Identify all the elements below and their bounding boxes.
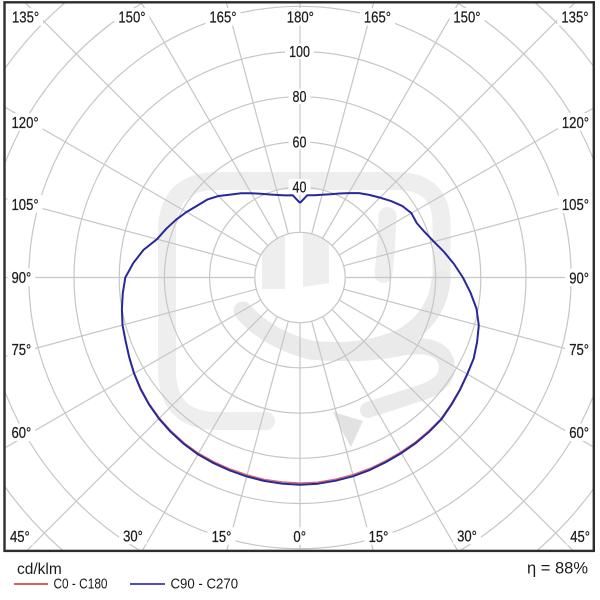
svg-text:150°: 150° — [453, 10, 480, 27]
svg-text:165°: 165° — [364, 10, 391, 27]
svg-text:C0 - C180: C0 - C180 — [54, 577, 108, 593]
svg-text:15°: 15° — [212, 529, 232, 546]
svg-text:75°: 75° — [12, 342, 32, 359]
svg-text:150°: 150° — [118, 10, 145, 27]
svg-text:cd/klm: cd/klm — [17, 561, 62, 578]
svg-text:165°: 165° — [209, 10, 236, 27]
svg-text:60°: 60° — [12, 425, 32, 442]
svg-text:45°: 45° — [570, 529, 590, 546]
svg-text:75°: 75° — [569, 342, 589, 359]
svg-text:15°: 15° — [369, 529, 389, 546]
svg-text:120°: 120° — [562, 115, 589, 132]
svg-text:60: 60 — [293, 134, 307, 151]
svg-text:100: 100 — [289, 44, 310, 61]
svg-text:180°: 180° — [287, 10, 314, 27]
svg-text:135°: 135° — [561, 10, 588, 27]
svg-text:90°: 90° — [12, 270, 32, 287]
svg-text:30°: 30° — [457, 528, 477, 545]
svg-text:135°: 135° — [12, 10, 39, 27]
svg-text:40: 40 — [293, 179, 307, 196]
svg-text:η = 88%: η = 88% — [527, 560, 588, 578]
svg-text:120°: 120° — [12, 115, 39, 132]
svg-text:105°: 105° — [12, 197, 39, 214]
svg-text:105°: 105° — [562, 197, 589, 214]
svg-text:80: 80 — [293, 89, 307, 106]
svg-text:90°: 90° — [569, 270, 589, 287]
svg-text:60°: 60° — [569, 425, 589, 442]
svg-text:30°: 30° — [123, 528, 143, 545]
svg-text:45°: 45° — [10, 529, 30, 546]
svg-text:0°: 0° — [293, 529, 306, 546]
svg-text:C90 - C270: C90 - C270 — [171, 577, 239, 593]
